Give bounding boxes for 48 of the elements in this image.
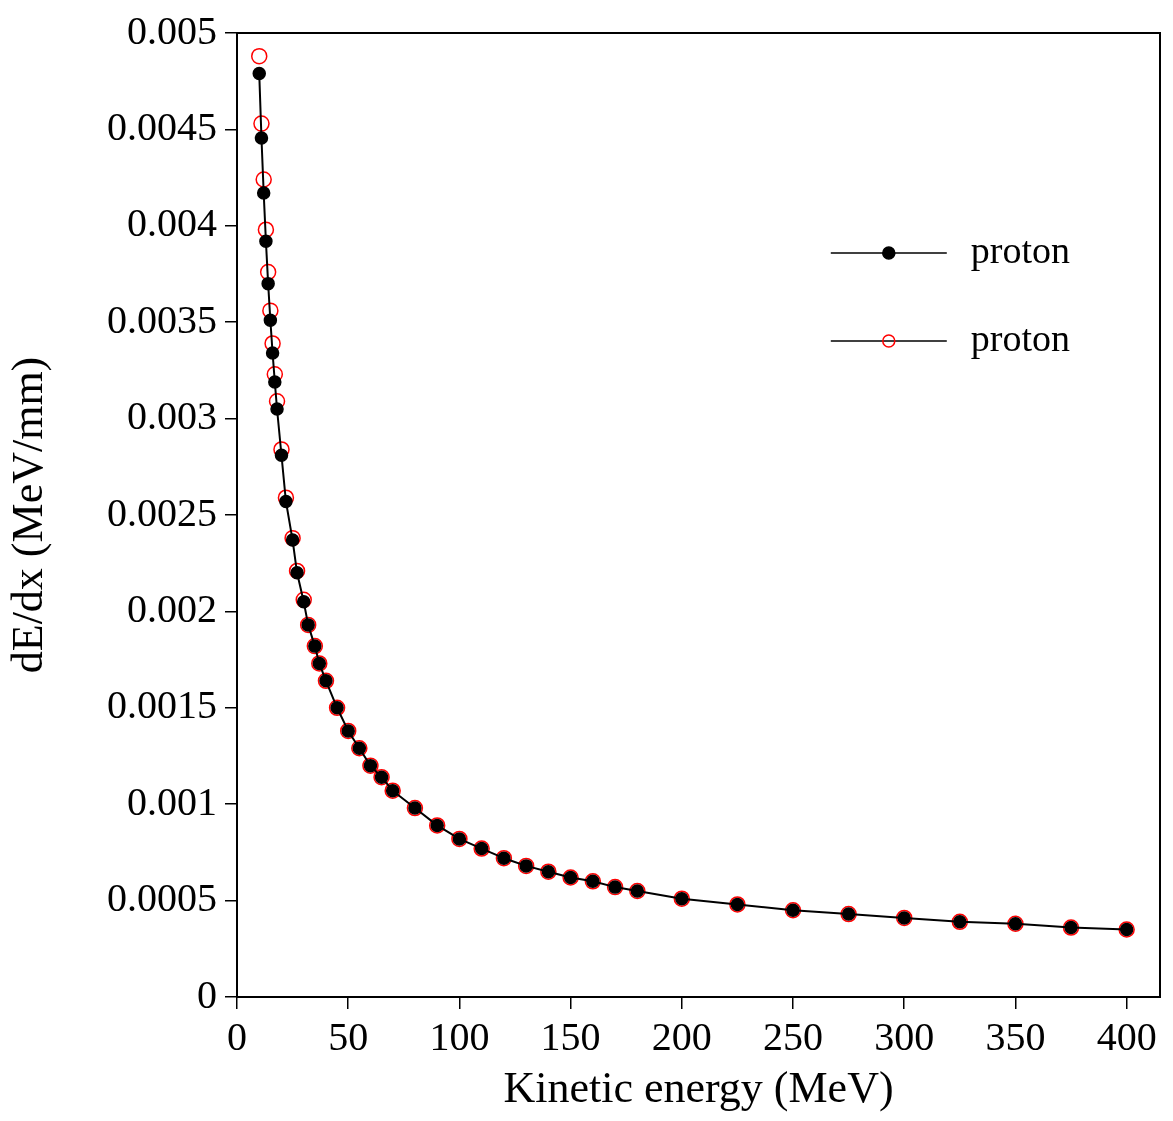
point xyxy=(259,263,277,281)
x-tick-label: 300 xyxy=(874,1013,935,1059)
x-tick-label: 50 xyxy=(328,1013,369,1059)
x-axis-title: Kinetic energy (MeV) xyxy=(503,1063,894,1113)
y-tick-label: 0.002 xyxy=(127,585,217,631)
y-tick-label: 0.001 xyxy=(127,778,217,824)
y-tick-label: 0.0045 xyxy=(107,103,217,149)
point xyxy=(254,131,269,145)
point xyxy=(288,562,306,580)
y-tick-label: 0.005 xyxy=(127,7,217,53)
x-tick-label: 100 xyxy=(429,1013,490,1059)
point xyxy=(270,402,284,416)
point xyxy=(262,302,279,319)
y-tick-label: 0 xyxy=(197,971,217,1017)
x-tick-label: 150 xyxy=(540,1013,601,1059)
y-tick-label: 0.004 xyxy=(127,200,217,246)
point xyxy=(255,171,272,188)
y-tick-label: 0.0025 xyxy=(107,489,217,535)
point xyxy=(284,529,301,547)
point xyxy=(250,47,268,65)
x-tick-label: 400 xyxy=(1096,1013,1157,1059)
point xyxy=(263,313,278,328)
x-tick-label: 250 xyxy=(763,1013,824,1059)
y-tick-label: 0.0015 xyxy=(107,682,217,728)
point xyxy=(295,591,312,609)
point xyxy=(265,346,280,360)
point xyxy=(268,375,282,389)
y-tick-label: 0.0005 xyxy=(107,875,217,921)
y-tick-label: 0.0035 xyxy=(107,296,217,342)
point xyxy=(257,221,275,238)
point xyxy=(259,234,273,248)
y-tick-label: 0.003 xyxy=(127,393,217,439)
point xyxy=(264,335,281,352)
point xyxy=(296,595,311,609)
point xyxy=(279,494,293,509)
x-tick-label: 350 xyxy=(985,1013,1046,1059)
point xyxy=(285,533,300,547)
y-axis-title: dE/dx (MeV/mm) xyxy=(2,356,52,674)
point xyxy=(274,448,289,462)
point xyxy=(256,186,271,200)
point xyxy=(261,276,275,291)
legend-label: proton xyxy=(970,316,1071,359)
point xyxy=(252,66,266,81)
legend-label: proton xyxy=(970,228,1071,271)
x-tick-label: 0 xyxy=(227,1013,247,1059)
point xyxy=(253,115,270,132)
point xyxy=(290,566,304,580)
x-tick-label: 200 xyxy=(651,1013,712,1059)
